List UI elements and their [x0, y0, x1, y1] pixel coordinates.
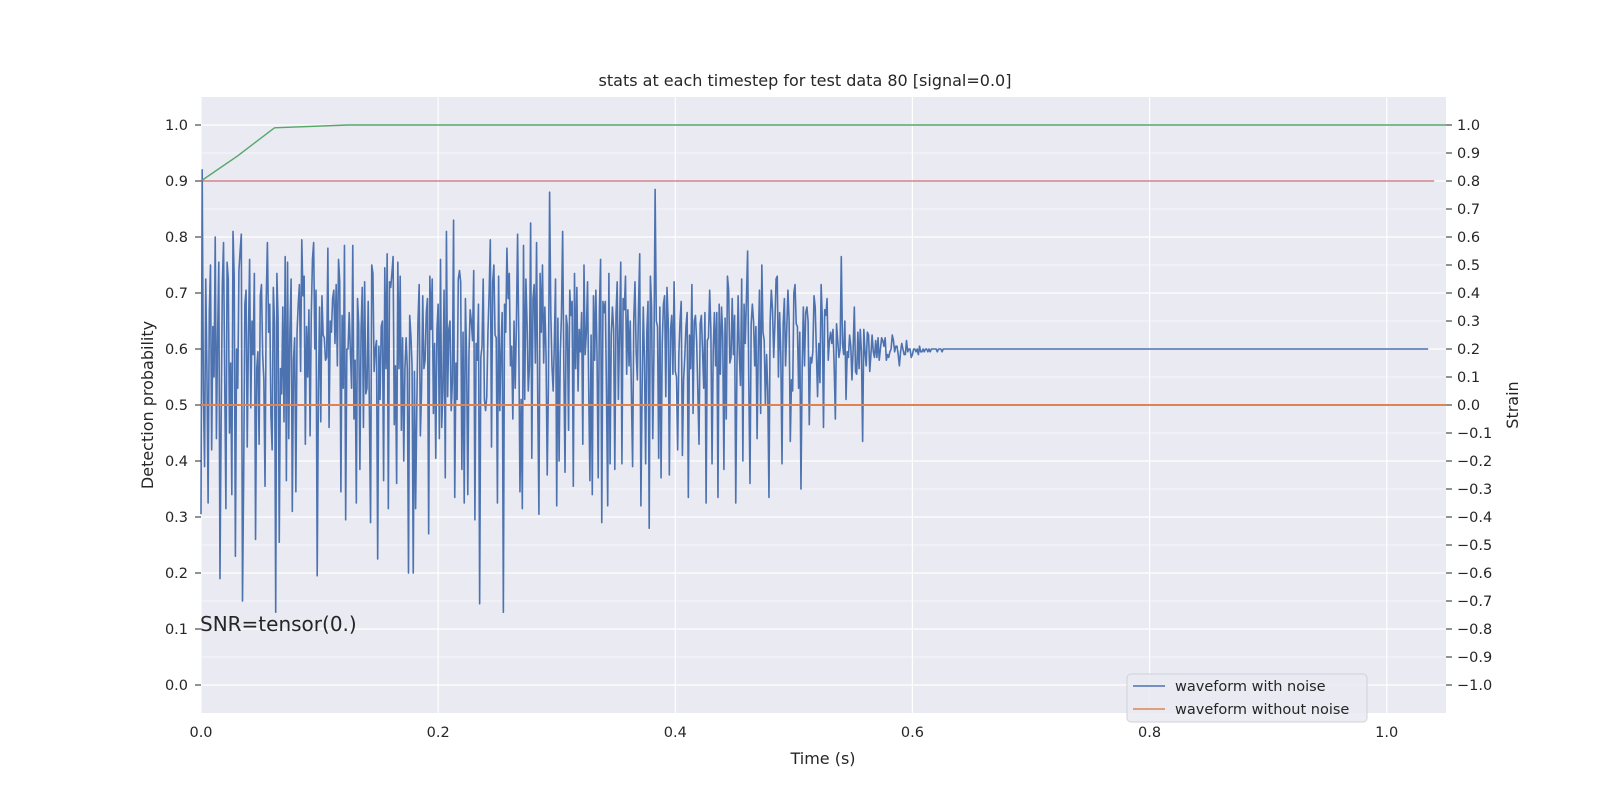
right-y-tick-label: −1.0 — [1457, 678, 1492, 694]
x-tick-label: 0.6 — [901, 725, 924, 741]
right-y-tick-label: −0.8 — [1457, 622, 1492, 638]
left-y-tick-label: 0.0 — [165, 678, 188, 694]
right-y-tick-label: 0.4 — [1457, 286, 1480, 302]
right-y-tick-label: 0.1 — [1457, 370, 1480, 386]
left-y-tick-label: 1.0 — [165, 118, 188, 134]
left-y-tick-label: 0.4 — [165, 454, 188, 470]
x-tick-label: 0.8 — [1138, 725, 1161, 741]
x-tick-label: 1.0 — [1375, 725, 1398, 741]
right-y-tick-label: 0.6 — [1457, 230, 1480, 246]
right-y-tick-label: −0.1 — [1457, 426, 1492, 442]
right-y-tick-label: −0.5 — [1457, 538, 1492, 554]
right-y-tick-label: −0.4 — [1457, 510, 1492, 526]
chart-title: stats at each timestep for test data 80 … — [599, 71, 1012, 90]
x-axis: 0.0 0.2 0.4 0.6 0.8 1.0 — [189, 725, 1398, 741]
snr-annotation: SNR=tensor(0.) — [200, 612, 357, 636]
left-y-axis: 0.0 0.1 0.2 0.3 0.4 0.5 0.6 0.7 0.8 0.9 1.0 — [165, 118, 201, 694]
legend-box — [1126, 673, 1368, 723]
right-y-tick-label: 0.7 — [1457, 202, 1480, 218]
right-y-axis: −1.0 −0.9 −0.8 −0.7 −0.6 −0.5 −0.4 −0.3 −0.2 −0.1… — [1446, 118, 1492, 694]
right-y-tick-label: −0.3 — [1457, 482, 1492, 498]
series-waveform-with-noise — [200, 169, 1429, 614]
series-layer — [200, 124, 1446, 614]
left-y-tick-label: 0.2 — [165, 566, 188, 582]
left-y-tick-label: 0.6 — [165, 342, 188, 358]
right-y-tick-label: 0.0 — [1457, 398, 1480, 414]
left-y-tick-label: 0.8 — [165, 230, 188, 246]
left-y-tick-label: 0.1 — [165, 622, 188, 638]
left-y-tick-label: 0.7 — [165, 286, 188, 302]
left-y-tick-label: 0.5 — [165, 398, 188, 414]
right-y-tick-label: 0.8 — [1457, 174, 1480, 190]
right-y-tick-label: −0.2 — [1457, 454, 1492, 470]
right-y-tick-label: 0.2 — [1457, 342, 1480, 358]
x-tick-label: 0.2 — [427, 725, 450, 741]
x-tick-label: 0.4 — [664, 725, 687, 741]
left-y-axis-label: Detection probability — [138, 321, 157, 489]
legend: waveform with noise waveform without noi… — [1126, 673, 1368, 723]
x-axis-label: Time (s) — [789, 749, 855, 768]
right-y-tick-label: 1.0 — [1457, 118, 1480, 134]
left-y-tick-label: 0.3 — [165, 510, 188, 526]
legend-label-noise: waveform with noise — [1175, 679, 1326, 695]
right-y-axis-label: Strain — [1503, 381, 1522, 428]
x-tick-label: 0.0 — [189, 725, 212, 741]
legend-label-clean: waveform without noise — [1175, 702, 1349, 718]
right-y-tick-label: −0.7 — [1457, 594, 1492, 610]
series-detection-probability — [200, 124, 1446, 182]
right-y-tick-label: 0.9 — [1457, 146, 1480, 162]
left-y-tick-label: 0.9 — [165, 174, 188, 190]
right-y-tick-label: −0.6 — [1457, 566, 1492, 582]
right-y-tick-label: −0.9 — [1457, 650, 1492, 666]
right-y-tick-label: 0.3 — [1457, 314, 1480, 330]
right-y-tick-label: 0.5 — [1457, 258, 1480, 274]
